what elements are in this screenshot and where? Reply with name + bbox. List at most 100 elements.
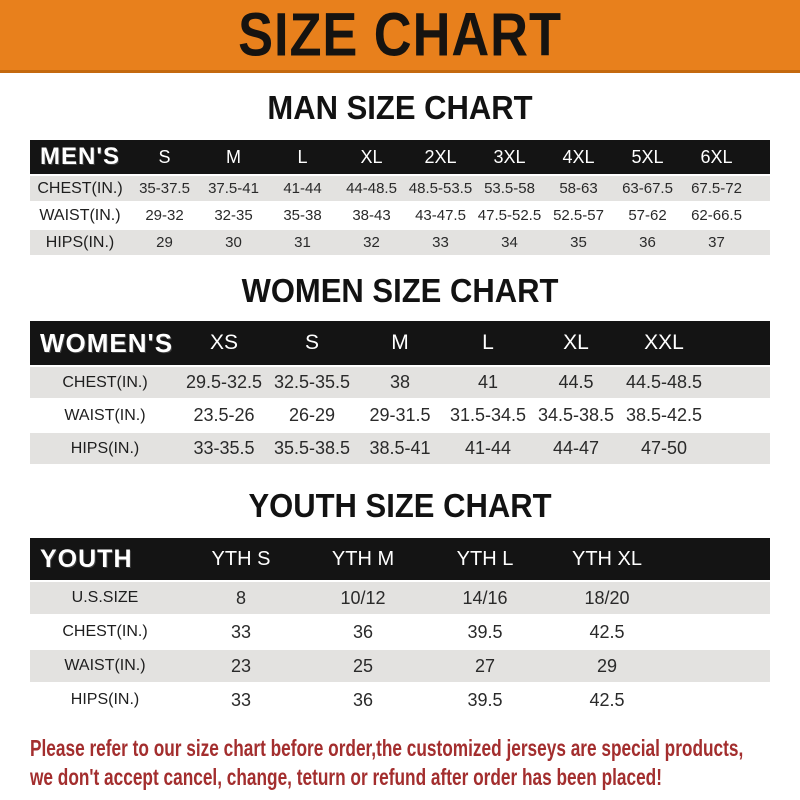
cell-value: 37 <box>708 234 725 251</box>
cell-value: 29.5-32.5 <box>185 372 263 392</box>
row-label: HIPS(IN.) <box>70 439 140 457</box>
table-row: CHEST(IN.) 29.5-32.5 32.5-35.5 38 41 44.5 44.5… <box>30 367 770 400</box>
cell-value: 14/16 <box>462 587 508 608</box>
cell-value: 58-63 <box>559 180 598 197</box>
column-header: YTH XL <box>571 547 643 570</box>
cell-value: 32-35 <box>214 207 253 224</box>
cell-value: 33 <box>230 621 252 642</box>
cell-value: 8 <box>235 587 246 608</box>
table-row: HIPS(IN.) 33-35.5 35.5-38.5 38.5-41 41-44 44-… <box>30 433 770 466</box>
cell-value: 33-35.5 <box>193 438 255 458</box>
table-row: CHEST(IN.) 35-37.5 37.5-41 41-44 44-48.5 48.5… <box>30 176 770 203</box>
table-row: HIPS(IN.) 29 30 31 32 33 34 35 36 37 <box>30 230 770 257</box>
column-header: L <box>482 331 494 354</box>
cell-value: 41-44 <box>283 180 322 197</box>
cell-value: 41-44 <box>464 438 512 458</box>
row-label: WAIST(IN.) <box>64 657 146 674</box>
cell-value: 33 <box>230 689 252 710</box>
column-header: S <box>304 331 319 354</box>
table-row: WAIST(IN.) 23 25 27 29 <box>30 650 770 684</box>
column-header: 4XL <box>562 146 595 167</box>
cell-value: 36 <box>639 234 656 251</box>
column-header: M <box>226 146 241 167</box>
cell-value: 10/12 <box>340 587 386 608</box>
cell-value: 47.5-52.5 <box>477 207 542 224</box>
cell-value: 52.5-57 <box>553 207 604 224</box>
women-size-chart-title: WOMEN SIZE CHART <box>241 271 559 310</box>
row-label: CHEST(IN.) <box>37 179 123 197</box>
table-header-row: WOMEN'S XS S M L XL XXL <box>30 321 770 367</box>
cell-value: 42.5 <box>589 621 625 642</box>
cell-value: 23.5-26 <box>193 405 255 425</box>
cell-value: 44.5 <box>558 372 594 392</box>
man-size-table: MEN'S S M L XL 2XL 3XL 4XL 5XL 6XL CHEST(IN.) 35-37… <box>30 140 770 257</box>
column-header: 2XL <box>424 146 457 167</box>
cell-value: 31.5-34.5 <box>449 405 527 425</box>
cell-value: 38.5-41 <box>369 438 431 458</box>
row-label: HIPS(IN.) <box>45 233 115 251</box>
column-header: XS <box>209 331 238 354</box>
youth-size-table: YOUTH YTH S YTH M YTH L YTH XL U.S.SIZE 8 10/12… <box>30 538 770 718</box>
cell-value: 43-47.5 <box>415 207 466 224</box>
cell-value: 44.5-48.5 <box>625 372 703 392</box>
cell-value: 35-38 <box>283 207 322 224</box>
cell-value: 62-66.5 <box>691 207 742 224</box>
row-label: CHEST(IN.) <box>62 373 148 391</box>
women-size-table: WOMEN'S XS S M L XL XXL CHEST(IN.) 29.5-32.5 32.5… <box>30 321 770 466</box>
cell-value: 44-47 <box>552 438 600 458</box>
column-header: L <box>297 146 308 167</box>
cell-value: 30 <box>225 234 242 251</box>
cell-value: 36 <box>352 621 374 642</box>
table-header-row: YOUTH YTH S YTH M YTH L YTH XL <box>30 538 770 582</box>
column-header: XL <box>563 331 589 354</box>
table-row: WAIST(IN.) 23.5-26 26-29 29-31.5 31.5-34.5 34… <box>30 400 770 433</box>
cell-value: 29-32 <box>145 207 184 224</box>
table-header-row: MEN'S S M L XL 2XL 3XL 4XL 5XL 6XL <box>30 140 770 176</box>
cell-value: 35 <box>570 234 587 251</box>
cell-value: 47-50 <box>640 438 688 458</box>
cell-value: 38-43 <box>352 207 391 224</box>
cell-value: 48.5-53.5 <box>408 180 473 197</box>
column-header: M <box>391 331 409 354</box>
row-label: U.S.SIZE <box>71 589 139 606</box>
cell-value: 41 <box>477 372 499 392</box>
table-row: HIPS(IN.) 33 36 39.5 42.5 <box>30 684 770 718</box>
cell-value: 42.5 <box>589 689 625 710</box>
cell-value: 44-48.5 <box>346 180 397 197</box>
cell-value: 57-62 <box>628 207 667 224</box>
cell-value: 33 <box>432 234 449 251</box>
notice-line-2: we don't accept cancel, change, teturn o… <box>30 764 662 790</box>
cell-value: 29 <box>596 655 618 676</box>
man-size-chart-section: MAN SIZE CHART MEN'S S M L XL 2XL 3XL 4XL 5XL 6XL… <box>0 89 800 257</box>
youth-size-chart-title: YOUTH SIZE CHART <box>248 486 552 525</box>
cell-value: 27 <box>474 655 496 676</box>
cell-value: 32 <box>363 234 380 251</box>
cell-value: 38.5-42.5 <box>625 405 703 425</box>
column-header: XL <box>360 146 383 167</box>
row-label: CHEST(IN.) <box>62 623 148 640</box>
cell-value: 18/20 <box>584 587 630 608</box>
column-header: XXL <box>644 331 684 354</box>
column-header: 5XL <box>631 146 664 167</box>
cell-value: 32.5-35.5 <box>273 372 351 392</box>
row-label: WAIST(IN.) <box>64 406 146 424</box>
table-row: CHEST(IN.) 33 36 39.5 42.5 <box>30 616 770 650</box>
cell-value: 53.5-58 <box>484 180 535 197</box>
women-size-chart-section: WOMEN SIZE CHART WOMEN'S XS S M L XL XXL CHEST(… <box>0 271 800 466</box>
cell-value: 39.5 <box>467 689 503 710</box>
table-header-label: YOUTH <box>40 544 133 573</box>
banner: SIZE CHART <box>0 0 800 73</box>
column-header: YTH L <box>456 547 514 570</box>
cell-value: 38 <box>389 372 411 392</box>
cell-value: 35-37.5 <box>139 180 190 197</box>
cell-value: 35.5-38.5 <box>273 438 351 458</box>
notice-line-1: Please refer to our size chart before or… <box>30 735 744 761</box>
cell-value: 34 <box>501 234 518 251</box>
cell-value: 26-29 <box>288 405 336 425</box>
row-label: WAIST(IN.) <box>39 206 121 224</box>
cell-value: 29-31.5 <box>369 405 431 425</box>
cell-value: 67.5-72 <box>691 180 742 197</box>
cell-value: 23 <box>230 655 252 676</box>
cell-value: 39.5 <box>467 621 503 642</box>
